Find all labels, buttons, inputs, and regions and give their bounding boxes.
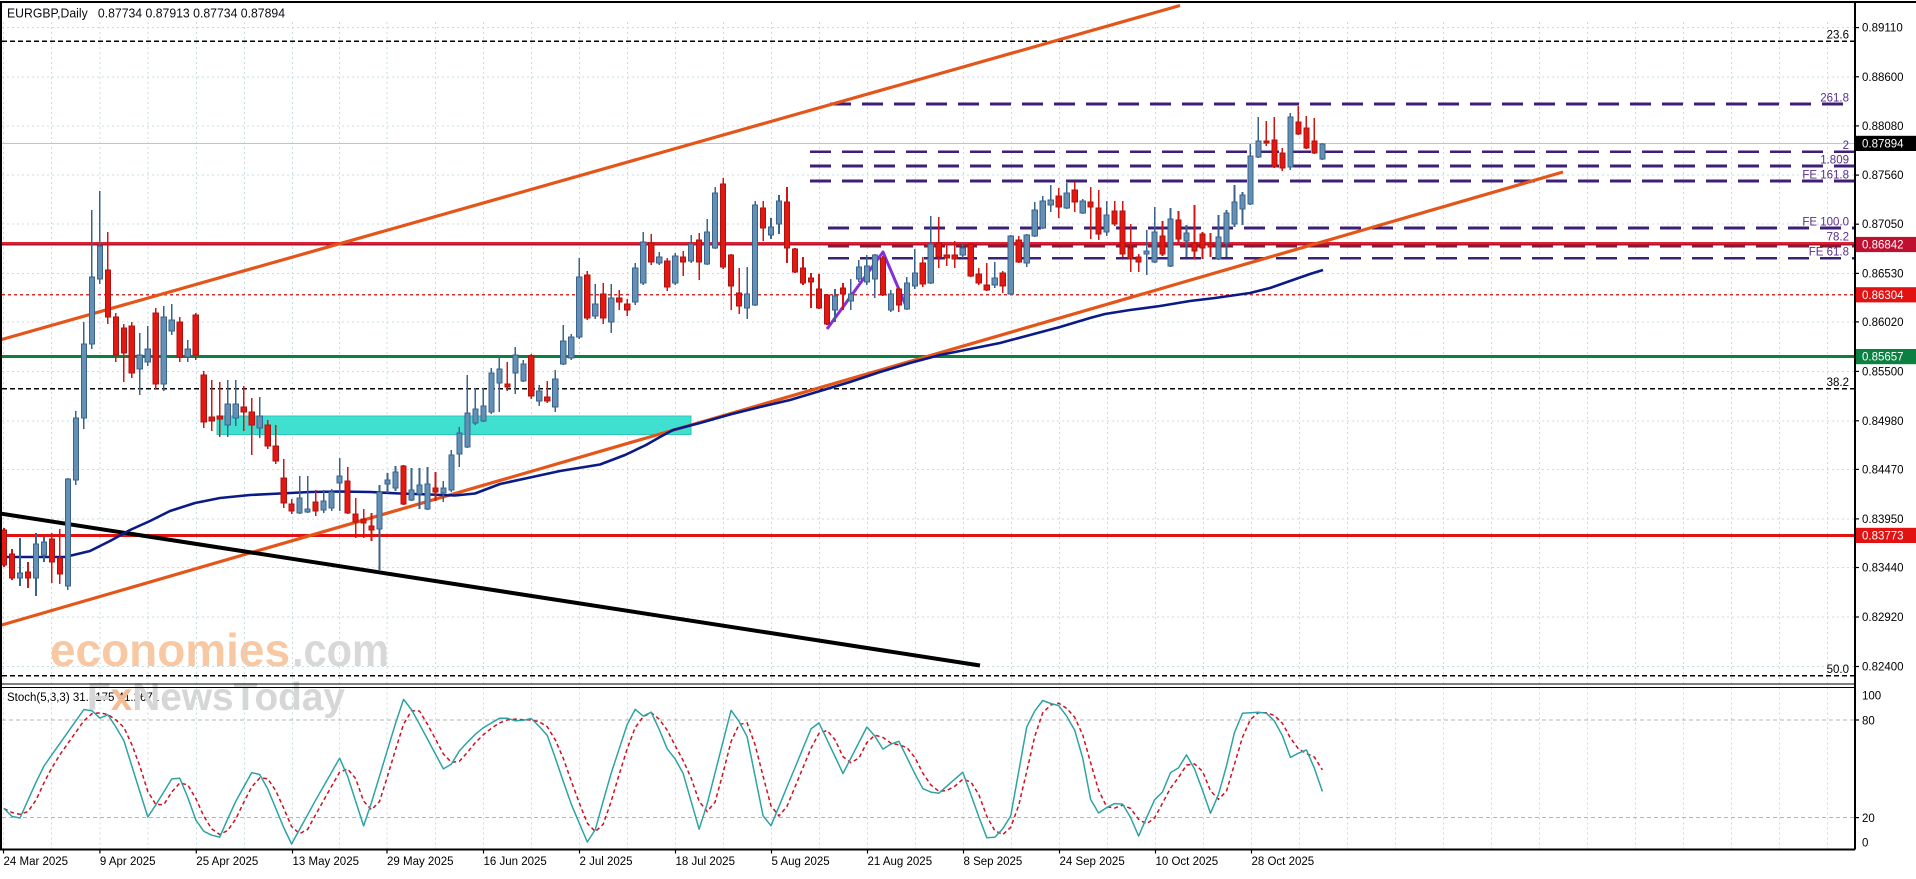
svg-text:.com: .com [292, 624, 389, 676]
svg-text:0.86842: 0.86842 [1862, 240, 1904, 252]
svg-text:0.83950: 0.83950 [1862, 514, 1904, 526]
svg-text:FE 61.8: FE 61.8 [1809, 247, 1849, 259]
svg-text:21 Aug 2025: 21 Aug 2025 [868, 856, 933, 868]
svg-text:18 Jul 2025: 18 Jul 2025 [676, 856, 735, 868]
svg-text:0.84980: 0.84980 [1862, 416, 1904, 428]
svg-text:5 Aug 2025: 5 Aug 2025 [772, 856, 830, 868]
svg-text:economies: economies [50, 624, 290, 676]
svg-text:80: 80 [1862, 716, 1875, 728]
svg-text:13 May 2025: 13 May 2025 [293, 856, 360, 868]
svg-text:20: 20 [1862, 813, 1875, 825]
svg-text:38.2: 38.2 [1827, 377, 1849, 389]
svg-text:FxNewsToday: FxNewsToday [87, 676, 345, 719]
svg-text:0.85500: 0.85500 [1862, 366, 1904, 378]
svg-text:1.809: 1.809 [1820, 155, 1849, 167]
svg-text:0.82920: 0.82920 [1862, 612, 1904, 624]
svg-text:100: 100 [1862, 691, 1881, 703]
svg-text:23.6: 23.6 [1827, 30, 1849, 42]
svg-text:2 Jul 2025: 2 Jul 2025 [580, 856, 633, 868]
svg-text:25 Apr 2025: 25 Apr 2025 [196, 856, 258, 868]
svg-text:24 Sep 2025: 24 Sep 2025 [1060, 856, 1125, 868]
svg-text:0.88080: 0.88080 [1862, 121, 1904, 133]
svg-text:0.83440: 0.83440 [1862, 563, 1904, 575]
svg-text:0.85657: 0.85657 [1862, 352, 1904, 364]
svg-text:78.2: 78.2 [1827, 232, 1849, 244]
svg-text:2: 2 [1843, 140, 1849, 152]
svg-text:0.87050: 0.87050 [1862, 219, 1904, 231]
svg-text:0.84470: 0.84470 [1862, 464, 1904, 476]
svg-text:0.87560: 0.87560 [1862, 170, 1904, 182]
svg-text:16 Jun 2025: 16 Jun 2025 [484, 856, 547, 868]
svg-text:9 Apr 2025: 9 Apr 2025 [100, 856, 156, 868]
svg-text:0.89110: 0.89110 [1862, 23, 1903, 35]
svg-text:50.0: 50.0 [1827, 664, 1849, 676]
svg-text:24 Mar 2025: 24 Mar 2025 [4, 856, 69, 868]
svg-text:FE 161.8: FE 161.8 [1802, 170, 1849, 182]
svg-text:28 Oct 2025: 28 Oct 2025 [1252, 856, 1315, 868]
svg-text:FE 100.0: FE 100.0 [1802, 217, 1849, 229]
svg-text:8 Sep 2025: 8 Sep 2025 [964, 856, 1023, 868]
svg-text:10 Oct 2025: 10 Oct 2025 [1156, 856, 1219, 868]
svg-text:0.88600: 0.88600 [1862, 72, 1904, 84]
svg-text:EURGBP,Daily 0.87734 0.87913: EURGBP,Daily 0.87734 0.87913 0.87734 0.8… [7, 6, 285, 21]
svg-text:0: 0 [1862, 838, 1868, 850]
svg-text:0.86530: 0.86530 [1862, 268, 1904, 280]
svg-text:261.8: 261.8 [1820, 93, 1849, 105]
svg-text:0.86304: 0.86304 [1862, 290, 1904, 302]
svg-text:0.83773: 0.83773 [1862, 530, 1904, 542]
svg-text:0.86020: 0.86020 [1862, 317, 1904, 329]
svg-text:Stoch(5,3,3) 31.3175 41.2671: Stoch(5,3,3) 31.3175 41.2671 [7, 692, 159, 704]
svg-text:29 May 2025: 29 May 2025 [387, 856, 454, 868]
svg-text:0.82400: 0.82400 [1862, 662, 1904, 674]
svg-text:0.87894: 0.87894 [1862, 138, 1904, 150]
